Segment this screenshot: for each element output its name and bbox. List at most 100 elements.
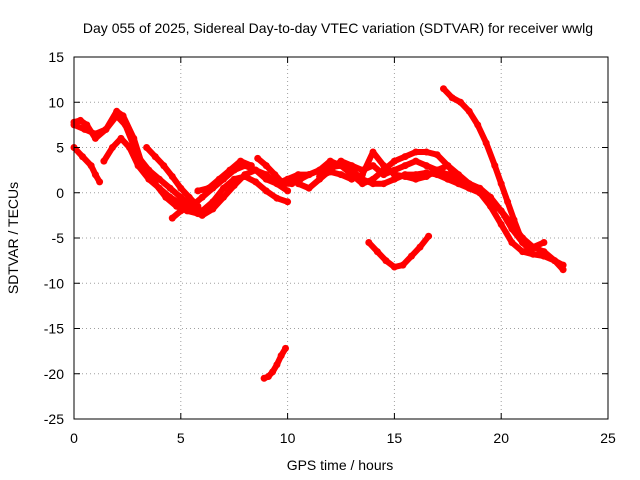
data-point (262, 162, 270, 170)
chart-title: Day 055 of 2025, Sidereal Day-to-day VTE… (83, 20, 593, 36)
data-point (540, 239, 548, 246)
data-point (96, 178, 104, 186)
data-point (198, 211, 206, 218)
data-point (465, 180, 473, 188)
data-point (305, 171, 313, 179)
data-point (348, 162, 356, 170)
series-track-8 (254, 148, 567, 269)
y-tick-label: -25 (44, 411, 64, 427)
data-point (87, 162, 95, 170)
data-points (70, 85, 567, 382)
data-point (220, 184, 227, 192)
series-track-10 (316, 148, 494, 201)
data-point (91, 134, 99, 142)
data-point (519, 239, 527, 246)
data-point (440, 85, 447, 93)
data-point (177, 193, 185, 201)
data-point (252, 178, 260, 186)
series-track-4 (100, 134, 206, 218)
data-point (117, 134, 125, 142)
data-point (559, 261, 567, 269)
y-tick-label: -10 (44, 275, 64, 291)
data-point (151, 153, 159, 161)
x-axis-label: GPS time / hours (287, 457, 394, 473)
data-point (277, 352, 285, 360)
data-point (510, 216, 518, 224)
data-point (416, 243, 424, 251)
data-point (527, 248, 535, 256)
data-point (497, 207, 505, 215)
data-point (358, 171, 366, 179)
data-point (504, 198, 512, 206)
data-point (273, 194, 281, 202)
data-point (497, 220, 505, 228)
data-point (365, 239, 373, 246)
data-point (241, 171, 249, 179)
axis-ticks: 0 5 10 15 20 25 -25 -20 -15 -10 -5 0 5 10 15 (44, 49, 616, 446)
x-tick-label: 0 (70, 430, 78, 446)
data-point (247, 162, 255, 170)
data-point (412, 148, 420, 156)
data-point (369, 162, 377, 170)
data-point (401, 153, 409, 161)
data-point (519, 248, 527, 256)
data-point (273, 361, 281, 369)
data-point (254, 154, 262, 162)
data-point (412, 157, 420, 165)
data-point (119, 112, 127, 120)
data-point (100, 157, 108, 165)
x-tick-label: 5 (177, 430, 185, 446)
data-point (166, 184, 174, 192)
data-point (209, 205, 217, 213)
series-track-11 (365, 232, 433, 271)
data-point (177, 207, 185, 215)
data-point (444, 171, 452, 179)
data-point (433, 166, 441, 174)
data-point (358, 180, 366, 188)
data-point (390, 157, 398, 165)
data-point (390, 263, 398, 271)
data-point (455, 171, 462, 179)
y-tick-label: -15 (44, 321, 64, 337)
series-track-5 (143, 144, 202, 210)
y-axis-label: SDTVAR / TECUs (5, 182, 21, 294)
data-point (188, 202, 195, 210)
data-point (382, 257, 390, 265)
y-tick-label: 0 (56, 185, 64, 201)
data-point (326, 168, 334, 176)
data-point (487, 202, 494, 210)
data-point (497, 180, 505, 188)
data-point (380, 180, 388, 188)
data-point (399, 261, 407, 269)
data-point (508, 239, 516, 246)
data-point (369, 148, 377, 156)
series-track-12 (440, 85, 535, 256)
data-point (284, 187, 292, 195)
data-point (79, 153, 86, 161)
data-point (422, 173, 430, 180)
series-track-13 (260, 344, 289, 382)
data-point (294, 180, 302, 188)
data-point (168, 214, 176, 222)
data-point (198, 193, 206, 201)
data-point (474, 121, 482, 129)
data-point (134, 162, 142, 170)
x-tick-label: 25 (600, 430, 616, 446)
data-point (380, 171, 388, 179)
data-point (269, 368, 277, 376)
series-track-7 (194, 157, 255, 195)
data-point (444, 162, 452, 170)
data-point (91, 171, 99, 179)
data-point (337, 171, 345, 179)
data-point (155, 175, 163, 183)
data-point (487, 193, 494, 201)
x-tick-label: 15 (387, 430, 403, 446)
data-point (305, 184, 313, 192)
data-point (155, 184, 163, 192)
data-point (177, 184, 185, 192)
data-point (433, 151, 441, 159)
data-point (143, 144, 151, 151)
data-point (271, 171, 279, 179)
data-point (408, 252, 415, 260)
data-point (422, 148, 430, 156)
